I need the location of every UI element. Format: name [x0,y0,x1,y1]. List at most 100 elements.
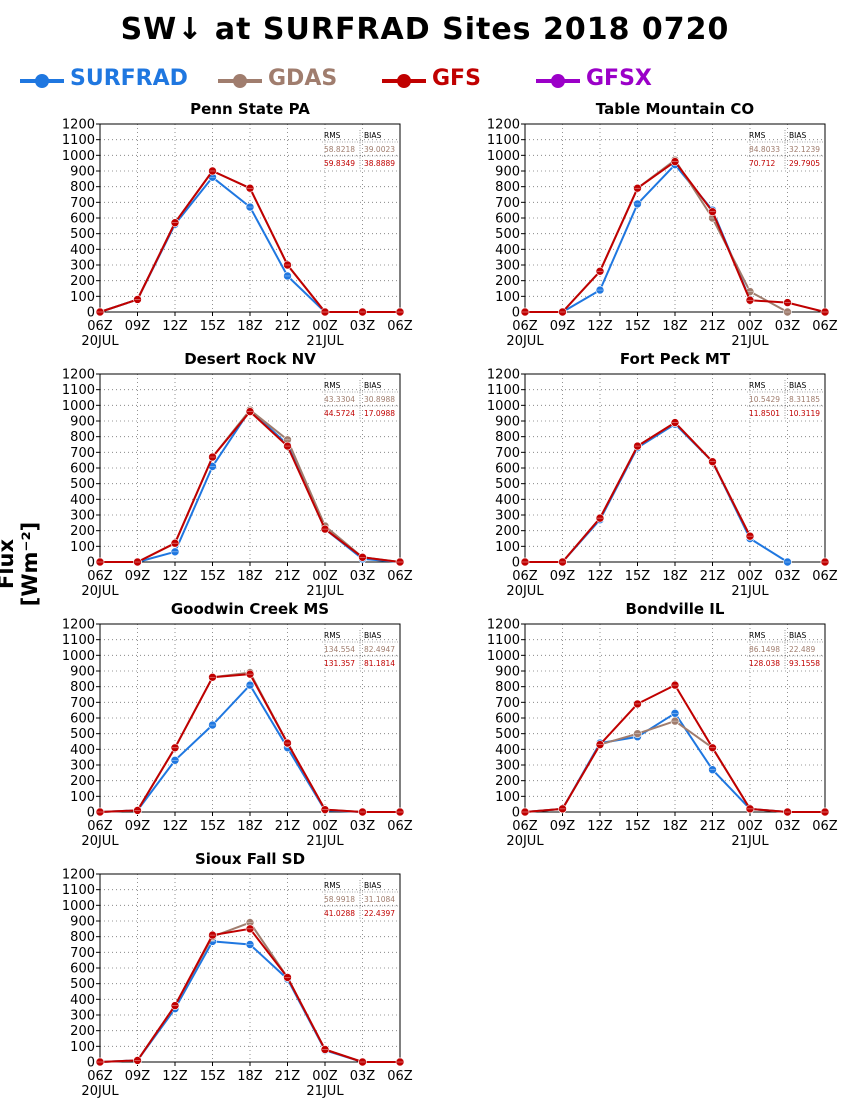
x-tick-label: 06Z [812,569,838,584]
stats-gdas-bias: 39.0023 [364,145,395,154]
series-gdas [520,418,830,567]
date-label: 20JUL [81,1084,119,1099]
x-tick-label: 18Z [237,319,263,334]
date-label: 20JUL [81,334,119,349]
date-label: 21JUL [731,334,769,349]
y-tick-label: 1000 [487,399,520,414]
panel-title: Desert Rock NV [184,350,316,368]
y-tick-label: 300 [495,759,520,774]
y-tick-label: 1000 [487,649,520,664]
y-tick-label: 200 [495,524,520,539]
legend-line-marker-icon [536,74,580,88]
stats-gdas-rms: 10.5429 [749,395,780,404]
series-line [524,720,825,813]
stats-gdas-rms: 134.554 [324,645,355,654]
stats-gdas-bias: 32.1239 [789,145,820,154]
chart-panel: Goodwin Creek MS 010020030040050060070080… [62,600,413,849]
x-tick-label: 06Z [387,319,413,334]
series-gdas [95,668,405,817]
y-tick-label: 800 [495,180,520,195]
x-tick-label: 21Z [700,319,726,334]
y-tick-label: 200 [495,774,520,789]
y-tick-label: 100 [70,540,95,555]
series-gfs [95,924,405,1067]
x-tick-label: 00Z [312,319,338,334]
x-tick-label: 06Z [812,319,838,334]
stats-gfs-bias: 10.3119 [789,409,820,418]
y-tick-label: 700 [495,696,520,711]
y-tick-label: 400 [70,743,95,758]
x-tick-label: 18Z [237,1069,263,1084]
y-tick-label: 900 [495,665,520,680]
stats-gdas-bias: 8.31185 [789,395,820,404]
legend-label: GDAS [268,66,338,91]
date-label: 20JUL [81,584,119,599]
y-tick-label: 800 [70,430,95,445]
stats-header-bias: BIAS [789,381,806,390]
y-tick-label: 400 [495,493,520,508]
y-tick-label: 1200 [487,118,520,133]
y-tick-label: 1200 [62,368,95,383]
stats-gfs-rms: 44.5724 [324,409,355,418]
x-tick-label: 06Z [87,1069,113,1084]
y-tick-label: 300 [70,759,95,774]
chart-panel: Sioux Fall SD 010020030040050060070080090… [62,850,413,1099]
stats-gfs-bias: 22.4397 [364,909,395,918]
y-tick-label: 800 [495,680,520,695]
x-tick-label: 09Z [125,569,151,584]
stats-header-rms: RMS [324,131,341,140]
y-tick-label: 500 [70,227,95,242]
y-tick-label: 500 [70,477,95,492]
y-tick-label: 1100 [62,383,95,398]
x-tick-label: 00Z [737,819,763,834]
x-tick-label: 06Z [512,319,538,334]
chart-panel: Bondville IL 0100200300400500600700800900… [487,600,838,849]
stats-gfs-bias: 29.7905 [789,159,820,168]
date-label: 20JUL [506,584,544,599]
date-label: 21JUL [731,584,769,599]
y-tick-label: 900 [495,415,520,430]
panel-title: Fort Peck MT [620,350,731,368]
date-label: 20JUL [506,834,544,849]
y-tick-label: 900 [70,415,95,430]
y-tick-label: 300 [495,509,520,524]
x-tick-label: 18Z [237,569,263,584]
x-tick-label: 03Z [775,819,801,834]
y-tick-label: 1000 [62,649,95,664]
series-gfs [95,669,405,817]
y-tick-label: 1200 [487,618,520,633]
y-tick-label: 0 [87,556,95,571]
y-tick-label: 600 [495,462,520,477]
y-tick-label: 800 [70,680,95,695]
y-tick-label: 0 [512,806,520,821]
chart-panel: Penn State PA 010020030040050060070080090… [62,100,413,349]
x-tick-label: 03Z [350,569,376,584]
y-tick-label: 100 [495,790,520,805]
y-tick-label: 600 [495,712,520,727]
y-tick-label: 1200 [487,368,520,383]
stats-gdas-bias: 30.8988 [364,395,395,404]
x-tick-label: 12Z [587,569,613,584]
stats-gfs-rms: 131.357 [324,659,355,668]
stats-gfs-bias: 81.1814 [364,659,395,668]
x-tick-label: 00Z [312,569,338,584]
x-tick-label: 00Z [312,819,338,834]
y-tick-label: 1200 [62,118,95,133]
stats-header-rms: RMS [324,881,341,890]
y-tick-label: 300 [495,259,520,274]
series-line [99,940,400,1063]
x-tick-label: 15Z [200,569,226,584]
x-tick-label: 06Z [387,819,413,834]
series-gfs [95,166,405,317]
x-tick-label: 06Z [87,819,113,834]
legend-line-marker-icon [382,74,426,88]
y-tick-label: 700 [70,696,95,711]
y-tick-label: 1100 [62,633,95,648]
y-tick-label: 400 [495,743,520,758]
panel-title: Table Mountain CO [596,100,754,118]
stats-header-bias: BIAS [364,631,381,640]
stats-box: RMS BIAS 58.8218 39.0023 59.8349 38.8889 [322,130,399,170]
stats-header-rms: RMS [749,131,766,140]
y-tick-label: 700 [495,196,520,211]
